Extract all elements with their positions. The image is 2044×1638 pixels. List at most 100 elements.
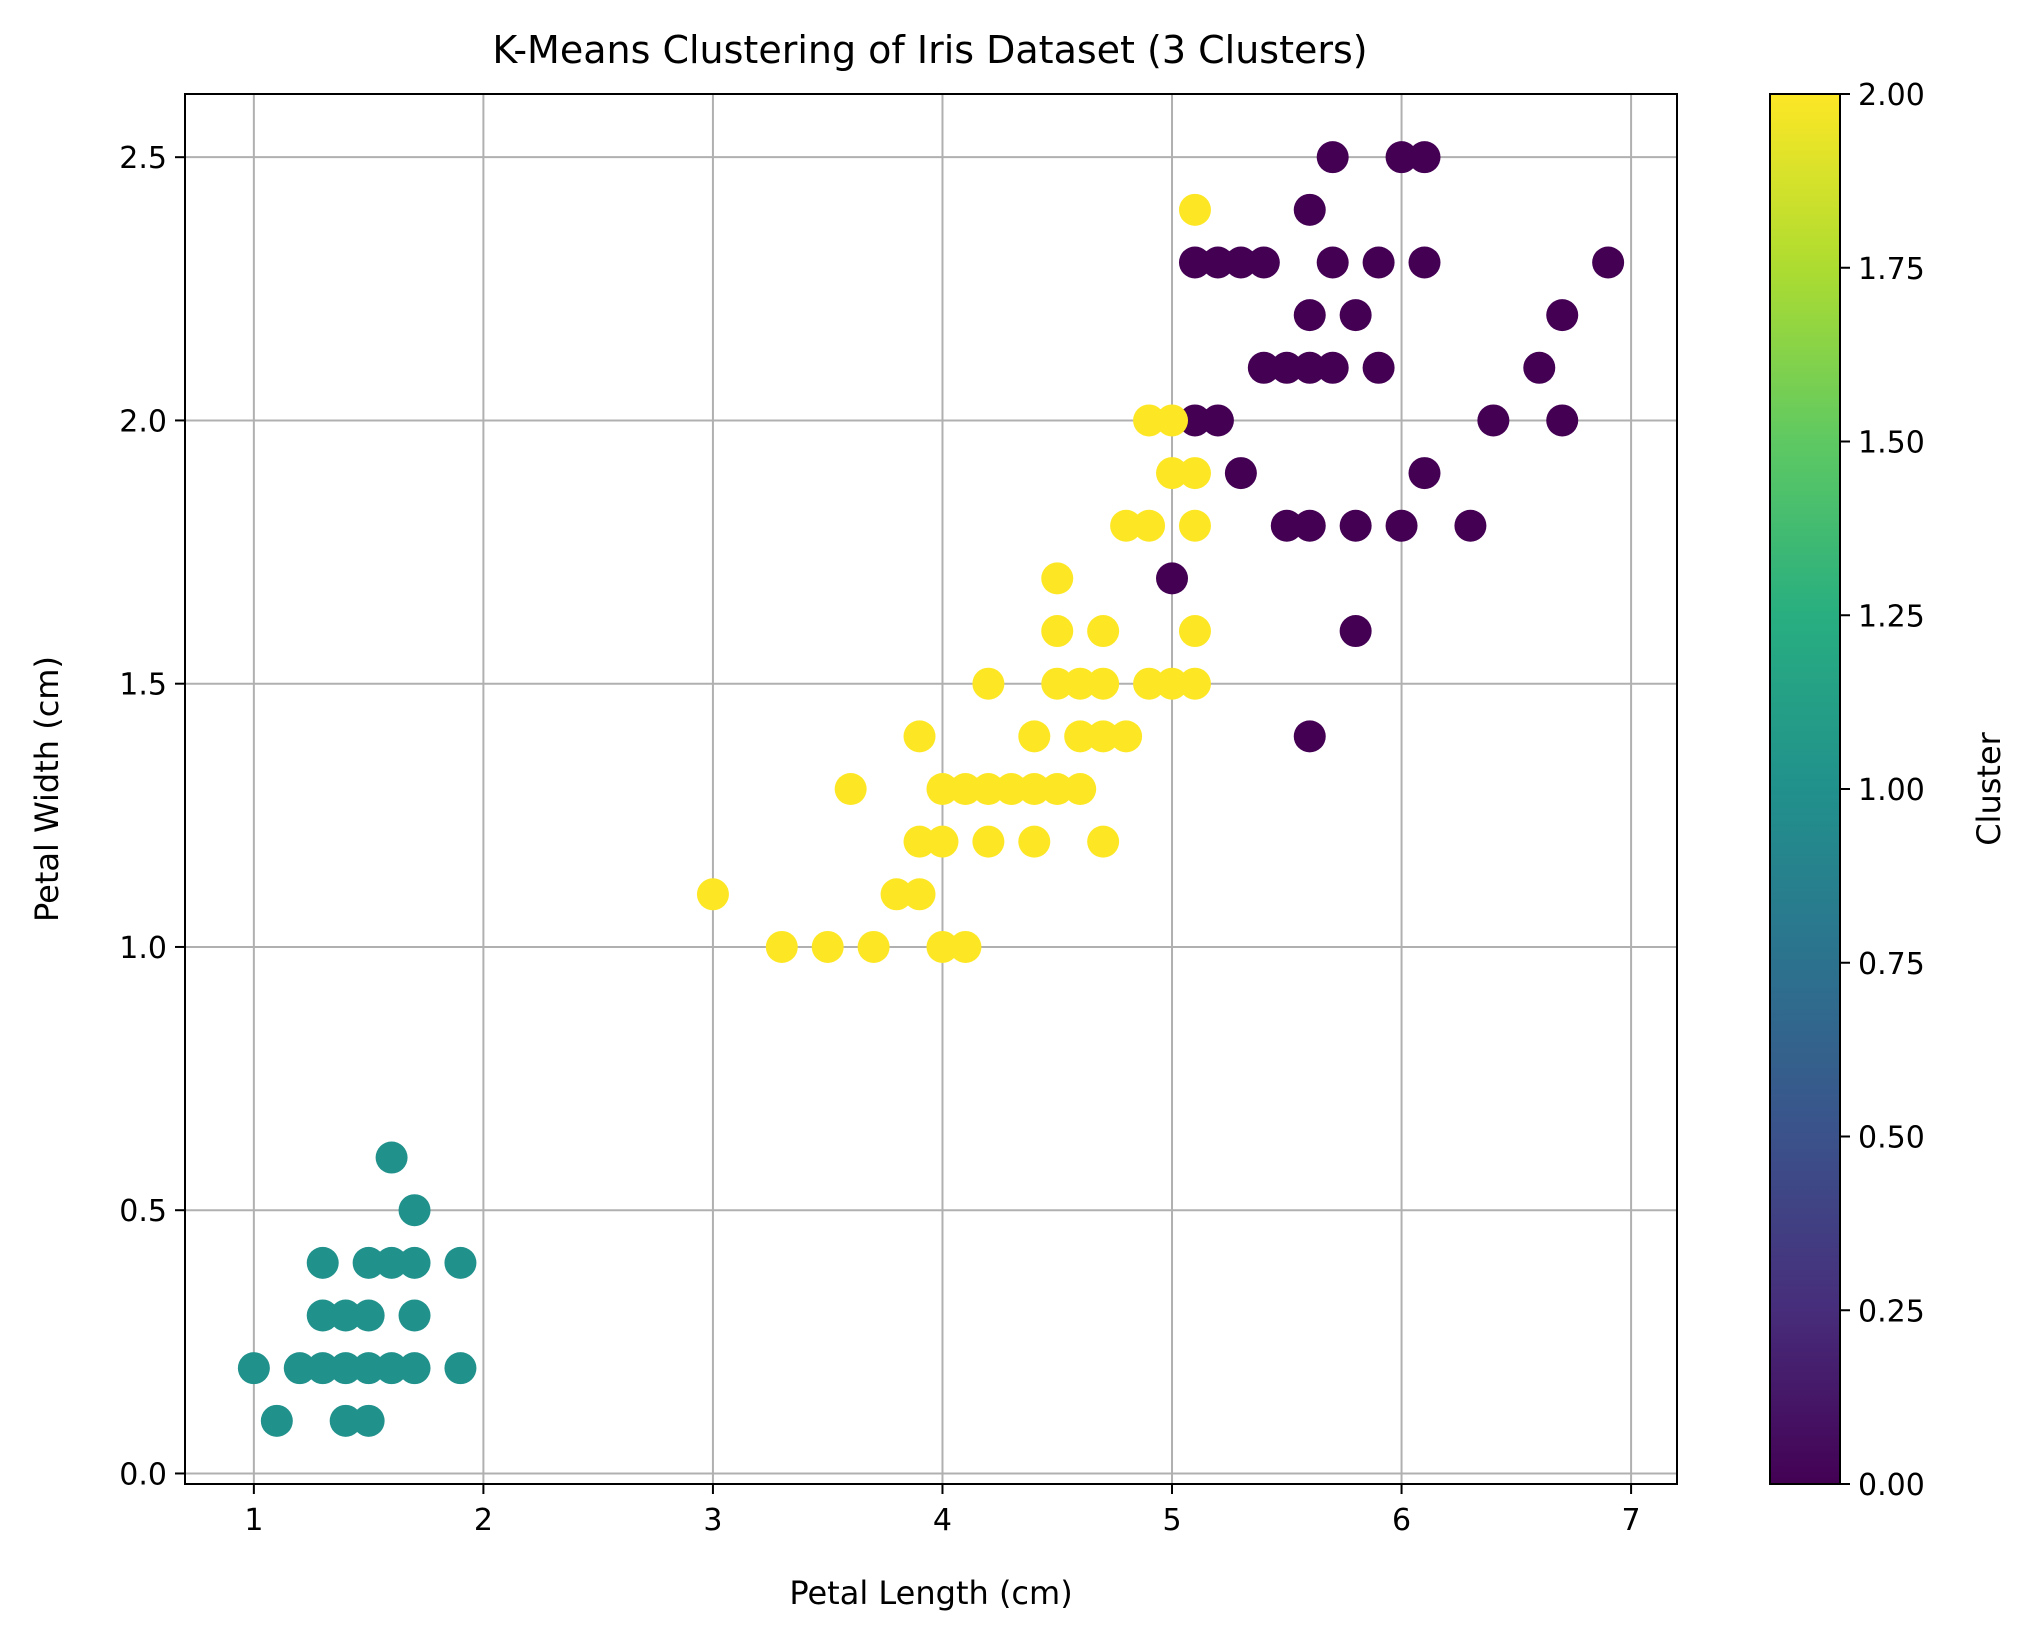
- cluster-2-point: [1110, 509, 1143, 542]
- x-tick-label: 2: [474, 1503, 493, 1538]
- cluster-2-point: [1156, 457, 1189, 490]
- cluster-0-point: [1339, 615, 1372, 648]
- cluster-2-point: [903, 825, 936, 858]
- cluster-0-point: [1592, 246, 1625, 279]
- cluster-2-point: [1156, 404, 1189, 437]
- cluster-2-point: [1041, 667, 1074, 700]
- cluster-1-point: [398, 1299, 431, 1332]
- cluster-2-point: [926, 825, 959, 858]
- cluster-1-point: [444, 1352, 477, 1385]
- cluster-1-point: [306, 1352, 339, 1385]
- cluster-2-point: [903, 720, 936, 753]
- cluster-0-point: [1546, 299, 1579, 332]
- cluster-1-point: [352, 1299, 385, 1332]
- cluster-2-point: [972, 667, 1005, 700]
- scatter-points: [237, 141, 1625, 1437]
- cluster-0-point: [1362, 246, 1395, 279]
- y-tick-label: 1.5: [119, 668, 167, 703]
- cluster-2-point: [1064, 667, 1097, 700]
- cluster-0-point: [1546, 404, 1579, 437]
- plot-area-frame: [184, 93, 1678, 1485]
- cluster-2-point: [1133, 509, 1166, 542]
- cluster-2-point: [1156, 667, 1189, 700]
- cluster-1-point: [237, 1352, 270, 1385]
- cluster-2-point: [949, 930, 982, 963]
- cluster-1-point: [306, 1246, 339, 1279]
- cluster-2-point: [1064, 773, 1097, 805]
- cluster-1-point: [352, 1246, 385, 1279]
- cluster-1-point: [329, 1299, 362, 1332]
- cluster-2-point: [1110, 720, 1143, 753]
- cluster-0-point: [1247, 351, 1280, 384]
- cluster-0-point: [1270, 509, 1303, 542]
- cluster-1-point: [398, 1246, 431, 1279]
- cluster-0-point: [1408, 141, 1441, 174]
- cluster-2-point: [1041, 562, 1074, 595]
- cluster-0-point: [1201, 246, 1234, 279]
- cluster-2-point: [696, 878, 729, 911]
- cluster-2-point: [1133, 404, 1166, 437]
- cluster-0-point: [1247, 246, 1280, 279]
- cluster-0-point: [1178, 404, 1211, 437]
- y-axis-ticks: 0.0 0.5 1.0 1.5 2.0 2.5: [119, 141, 185, 1492]
- cluster-0-point: [1316, 351, 1349, 384]
- cluster-1-point: [352, 1404, 385, 1437]
- colorbar-tick-label: 2.00: [1858, 78, 1925, 113]
- cluster-2-point: [834, 773, 867, 805]
- cluster-0-point: [1178, 246, 1211, 279]
- y-tick-label: 2.0: [119, 404, 167, 439]
- colorbar-tick-label: 0.75: [1858, 947, 1925, 982]
- colorbar: [1769, 93, 1841, 1485]
- cluster-2-point: [1178, 457, 1211, 490]
- cluster-2-point: [1087, 667, 1120, 700]
- cluster-2-point: [1178, 667, 1211, 700]
- cluster-2-point: [972, 773, 1005, 805]
- cluster-0-point: [1156, 562, 1189, 595]
- cluster-2-point: [1041, 773, 1074, 805]
- y-tick-label: 0.5: [119, 1194, 167, 1229]
- cluster-0-point: [1293, 720, 1326, 753]
- cluster-1-point: [375, 1352, 408, 1385]
- cluster-0-point: [1385, 141, 1418, 174]
- cluster-0-point: [1523, 351, 1556, 384]
- y-axis-label: Petal Width (cm): [28, 656, 66, 922]
- cluster-0-point: [1293, 193, 1326, 226]
- cluster-2-point: [1041, 615, 1074, 648]
- cluster-0-point: [1477, 404, 1510, 437]
- cluster-1-point: [352, 1352, 385, 1385]
- cluster-1-point: [398, 1352, 431, 1385]
- y-tick-label: 0.0: [119, 1457, 167, 1492]
- cluster-0-point: [1339, 509, 1372, 542]
- x-tick-label: 6: [1392, 1503, 1411, 1538]
- cluster-1-point: [260, 1404, 293, 1437]
- cluster-1-point: [375, 1246, 408, 1279]
- cluster-2-point: [903, 878, 936, 911]
- cluster-2-point: [857, 930, 890, 963]
- cluster-0-point: [1270, 351, 1303, 384]
- cluster-2-point: [1018, 825, 1051, 858]
- colorbar-label: Cluster: [1970, 731, 2008, 845]
- cluster-0-point: [1408, 246, 1441, 279]
- colorbar-tick-label: 1.50: [1858, 426, 1925, 461]
- colorbar-tick-label: 0.25: [1858, 1294, 1925, 1329]
- cluster-2-point: [1133, 667, 1166, 700]
- cluster-0-point: [1362, 351, 1395, 384]
- cluster-2-point: [995, 773, 1028, 805]
- cluster-2-point: [1178, 193, 1211, 226]
- cluster-1-point: [306, 1299, 339, 1332]
- cluster-2-point: [949, 773, 982, 805]
- cluster-0-point: [1293, 351, 1326, 384]
- y-tick-label: 1.0: [119, 931, 167, 966]
- cluster-2-point: [1018, 773, 1051, 805]
- x-tick-label: 5: [1162, 1503, 1181, 1538]
- cluster-0-point: [1385, 509, 1418, 542]
- cluster-1-point: [283, 1352, 316, 1385]
- colorbar-tick-label: 0.50: [1858, 1121, 1925, 1156]
- cluster-2-point: [1087, 615, 1120, 648]
- cluster-2-point: [926, 930, 959, 963]
- colorbar-tick-label: 1.75: [1858, 252, 1925, 287]
- cluster-1-point: [375, 1141, 408, 1174]
- colorbar-tick-label: 0.00: [1858, 1468, 1925, 1503]
- cluster-1-point: [329, 1404, 362, 1437]
- cluster-2-point: [1178, 509, 1211, 542]
